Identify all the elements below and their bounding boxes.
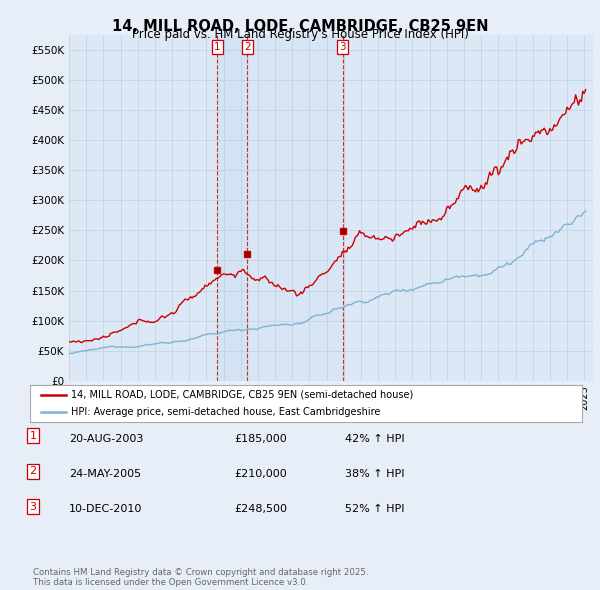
Text: £248,500: £248,500 (234, 504, 287, 514)
Text: Price paid vs. HM Land Registry's House Price Index (HPI): Price paid vs. HM Land Registry's House … (131, 28, 469, 41)
Bar (247, 35, 343, 381)
Text: 3: 3 (29, 502, 37, 512)
Text: £185,000: £185,000 (234, 434, 287, 444)
Text: HPI: Average price, semi-detached house, East Cambridgeshire: HPI: Average price, semi-detached house,… (71, 407, 381, 417)
Text: 2: 2 (29, 466, 37, 476)
Text: 14, MILL ROAD, LODE, CAMBRIDGE, CB25 9EN (semi-detached house): 14, MILL ROAD, LODE, CAMBRIDGE, CB25 9EN… (71, 390, 413, 399)
Bar (217, 35, 247, 381)
Text: 10-DEC-2010: 10-DEC-2010 (69, 504, 142, 514)
Text: 2: 2 (244, 42, 251, 53)
Text: 1: 1 (29, 431, 37, 441)
Text: 24-MAY-2005: 24-MAY-2005 (69, 469, 141, 479)
Text: 20-AUG-2003: 20-AUG-2003 (69, 434, 143, 444)
Text: 38% ↑ HPI: 38% ↑ HPI (345, 469, 404, 479)
Text: Contains HM Land Registry data © Crown copyright and database right 2025.
This d: Contains HM Land Registry data © Crown c… (33, 568, 368, 587)
Text: 3: 3 (340, 42, 346, 53)
Text: £210,000: £210,000 (234, 469, 287, 479)
Text: 52% ↑ HPI: 52% ↑ HPI (345, 504, 404, 514)
Text: 42% ↑ HPI: 42% ↑ HPI (345, 434, 404, 444)
Text: 1: 1 (214, 42, 221, 53)
Text: 14, MILL ROAD, LODE, CAMBRIDGE, CB25 9EN: 14, MILL ROAD, LODE, CAMBRIDGE, CB25 9EN (112, 19, 488, 34)
